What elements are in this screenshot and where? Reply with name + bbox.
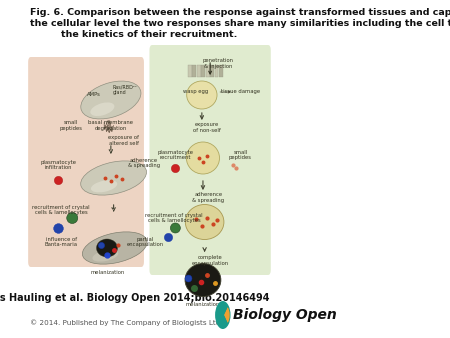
Text: basal membrane
degradation: basal membrane degradation [88,120,133,131]
Wedge shape [224,307,230,323]
Text: melanization: melanization [91,270,125,275]
Bar [201,65,205,77]
FancyBboxPatch shape [28,57,144,267]
Text: small
peptides: small peptides [229,150,252,161]
Ellipse shape [82,232,147,264]
Text: plasmatocyte
recruitment: plasmatocyte recruitment [158,150,194,161]
Ellipse shape [81,81,141,119]
Text: AMPs: AMPs [87,93,101,97]
Ellipse shape [67,213,78,223]
Text: wasp egg: wasp egg [183,90,208,95]
Ellipse shape [96,239,117,257]
Text: complete
encapsulation: complete encapsulation [192,255,229,266]
Bar [219,65,223,77]
Ellipse shape [90,102,114,116]
FancyBboxPatch shape [149,45,271,275]
Text: recruitment of crystal
cells & lamellocytes: recruitment of crystal cells & lamellocy… [32,204,90,215]
Text: adherence
& spreading: adherence & spreading [128,158,160,168]
Ellipse shape [81,161,147,195]
Text: small
peptides: small peptides [59,120,82,131]
Ellipse shape [185,264,221,296]
Ellipse shape [186,142,220,174]
Text: melanization: melanization [186,302,220,307]
Circle shape [215,301,230,329]
Bar [206,65,210,77]
Text: exposure of
altered self: exposure of altered self [108,135,139,146]
Bar [210,65,214,77]
Ellipse shape [187,81,217,109]
Text: exposure
of non-self: exposure of non-self [194,122,221,133]
Ellipse shape [185,204,224,240]
Text: Biology Open: Biology Open [233,308,337,322]
Text: recruitment of crystal
cells & lamellocytes: recruitment of crystal cells & lamellocy… [145,213,203,223]
Ellipse shape [91,180,117,192]
Text: influence of
Banta-maria: influence of Banta-maria [45,237,78,247]
Wedge shape [218,305,228,325]
Text: plasmatocyte
infiltration: plasmatocyte infiltration [40,160,76,170]
Text: Ras/RBDᵒˢ
gland: Ras/RBDᵒˢ gland [112,84,137,95]
Text: tissue damage: tissue damage [221,90,260,95]
Text: the cellular level the two responses share many similarities including the cell : the cellular level the two responses sha… [30,19,450,28]
Bar [215,65,218,77]
Text: © 2014. Published by The Company of Biologists Ltd: © 2014. Published by The Company of Biol… [30,319,220,326]
Text: Fig. 6. Comparison between the response against transformed tissues and capsule : Fig. 6. Comparison between the response … [30,8,450,17]
Text: the kinetics of their recruitment.: the kinetics of their recruitment. [61,30,238,39]
Ellipse shape [171,223,180,233]
Text: Thomas Hauling et al. Biology Open 2014;bio.20146494: Thomas Hauling et al. Biology Open 2014;… [0,293,270,303]
Bar [188,65,192,77]
Bar [197,65,201,77]
Text: adherence
& spreading: adherence & spreading [193,192,225,203]
Text: penetration
& injection: penetration & injection [203,58,234,69]
Ellipse shape [92,250,118,262]
Bar [193,65,196,77]
Text: partial
encapsulation: partial encapsulation [127,237,164,247]
